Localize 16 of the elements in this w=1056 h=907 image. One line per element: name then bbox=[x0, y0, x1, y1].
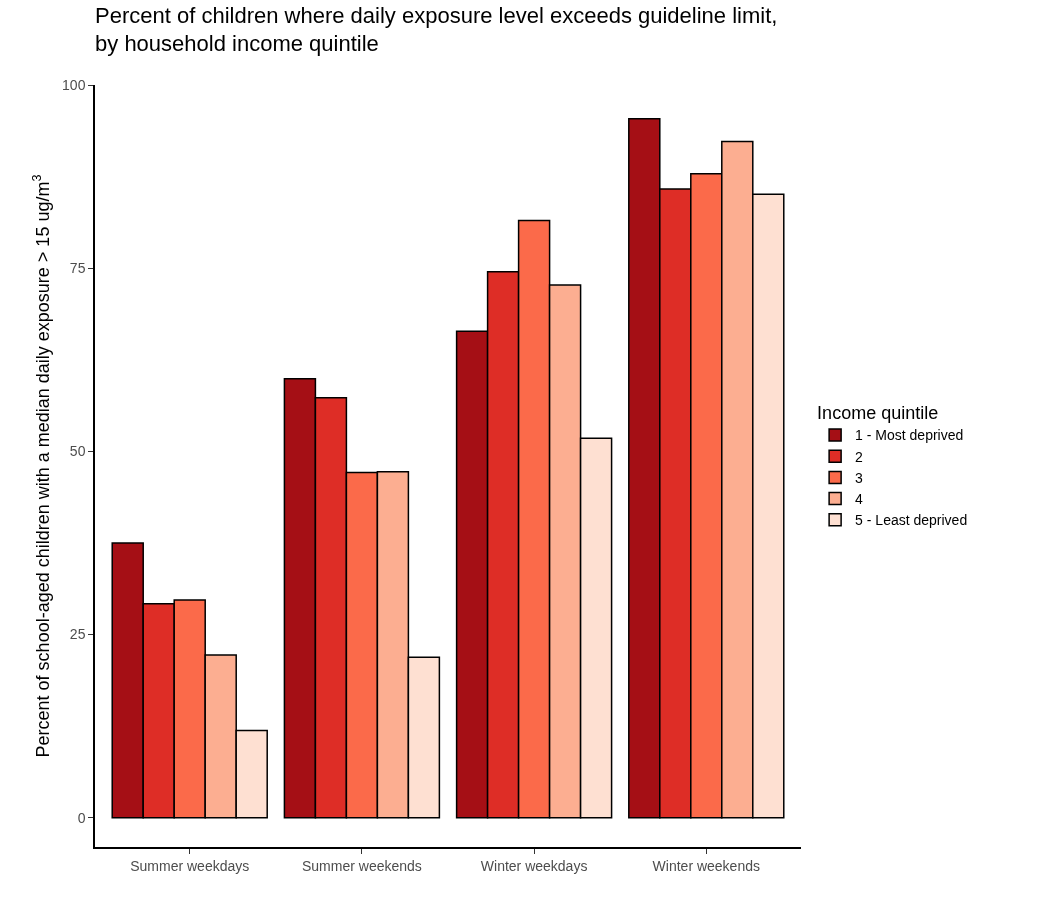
legend-label: 4 bbox=[855, 491, 864, 508]
x-tick-label: Winter weekends bbox=[652, 857, 760, 874]
legend-label: 5 - Least deprived bbox=[855, 512, 968, 529]
y-tick-label: 25 bbox=[69, 626, 86, 643]
y-tick-label: 50 bbox=[69, 443, 86, 460]
x-tick-label: Winter weekdays bbox=[480, 857, 588, 874]
y-tick-label: 100 bbox=[62, 76, 86, 93]
legend-title: Income quintile bbox=[817, 403, 939, 424]
chart-title: Percent of children where daily exposure level exceeds guideline limit, by household income quintile bbox=[95, 2, 778, 57]
legend-label: 2 bbox=[855, 448, 864, 465]
x-tick-label: Summer weekends bbox=[301, 857, 422, 874]
x-tick-label: Summer weekdays bbox=[130, 857, 250, 874]
y-tick-label: 0 bbox=[77, 809, 86, 826]
y-tick-label: 75 bbox=[69, 260, 86, 277]
legend-label: 1 - Most deprived bbox=[855, 427, 964, 444]
legend-label: 3 bbox=[855, 469, 864, 486]
